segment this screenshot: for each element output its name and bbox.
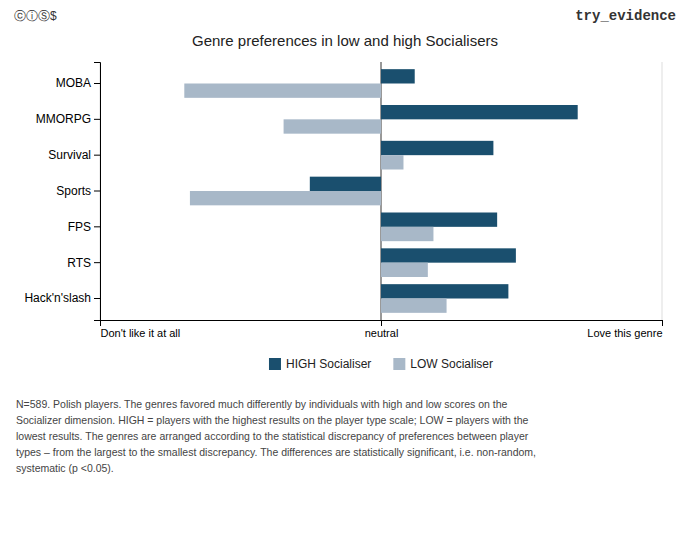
legend-swatch	[269, 358, 281, 370]
chart: ⓒⓘⓈ$ try_evidence Genre preferences in low…	[0, 0, 690, 558]
bar	[190, 191, 381, 205]
footnote-line: lowest results. The genres are arranged …	[16, 430, 529, 442]
y-tick-mark	[94, 226, 100, 227]
y-tick-label: RTS	[67, 256, 91, 270]
bar	[184, 84, 381, 98]
x-tick-label: Love this genre	[587, 327, 662, 339]
plot: Don't like it at all neutral Love this gen…	[24, 62, 662, 339]
y-tick: Sports	[56, 184, 100, 198]
bar	[381, 299, 447, 313]
x-tick-label: Don't like it at all	[101, 327, 181, 339]
bars	[184, 69, 577, 313]
grid	[100, 62, 662, 320]
bar	[381, 263, 428, 277]
bar	[381, 284, 508, 298]
y-tick: MMORPG	[36, 112, 100, 126]
y-tick-label: MOBA	[56, 76, 91, 90]
y-tick-mark	[94, 155, 100, 156]
bar	[381, 213, 497, 227]
footnote: N=589. Polish players. The genres favore…	[16, 398, 536, 474]
x-tick: neutral	[365, 320, 399, 339]
x-tick-label: neutral	[365, 327, 399, 339]
header-text: try_evidence	[575, 8, 676, 24]
legend-item: LOW Socialiser	[393, 357, 493, 371]
bar	[381, 105, 578, 119]
bar	[381, 248, 516, 262]
grid-line	[662, 62, 663, 320]
bar	[381, 227, 433, 241]
y-axis: Hack'n'slash RTS FPS Sports Survival MMORPG MO…	[24, 63, 100, 321]
y-tick-mark	[94, 119, 100, 120]
y-tick-label: MMORPG	[36, 112, 91, 126]
footnote-line: Socializer dimension. HIGH = players wit…	[16, 414, 529, 426]
y-tick-label: FPS	[68, 220, 91, 234]
y-tick: MOBA	[56, 76, 100, 90]
bar	[381, 69, 415, 83]
title: Genre preferences in low and high Social…	[192, 32, 498, 49]
legend-label: HIGH Socialiser	[286, 357, 371, 371]
legend: HIGH Socialiser LOW Socialiser	[269, 357, 493, 371]
x-tick: Love this genre	[587, 320, 662, 339]
x-tick-mark	[662, 320, 663, 326]
x-axis: Don't like it at all neutral Love this gen…	[101, 320, 663, 339]
y-tick-mark	[94, 83, 100, 84]
legend-item: HIGH Socialiser	[269, 357, 371, 371]
footnote-line: systematic (p <0.05).	[16, 462, 114, 474]
y-tick-mark	[94, 191, 100, 192]
y-tick-label: Hack'n'slash	[24, 291, 91, 305]
bar	[310, 177, 381, 191]
legend-swatch	[393, 358, 405, 370]
y-axis-line	[94, 63, 101, 321]
bar	[381, 141, 493, 155]
y-tick: Survival	[48, 148, 100, 162]
y-tick-mark	[94, 262, 100, 263]
y-tick-label: Survival	[48, 148, 91, 162]
y-tick-mark	[94, 298, 100, 299]
x-tick: Don't like it at all	[101, 320, 181, 339]
bar	[381, 155, 403, 169]
x-tick-mark	[381, 320, 382, 326]
footnote-line: types – from the largest to the smallest…	[16, 446, 536, 458]
bar	[284, 119, 381, 133]
footnote-line: N=589. Polish players. The genres favore…	[16, 398, 508, 410]
legend-label: LOW Socialiser	[410, 357, 493, 371]
y-tick: Hack'n'slash	[24, 291, 100, 305]
header-text: ⓒⓘⓈ$	[14, 9, 57, 23]
y-tick-label: Sports	[56, 184, 91, 198]
y-tick: FPS	[68, 220, 100, 234]
y-tick: RTS	[67, 256, 100, 270]
x-axis-line	[101, 321, 663, 327]
